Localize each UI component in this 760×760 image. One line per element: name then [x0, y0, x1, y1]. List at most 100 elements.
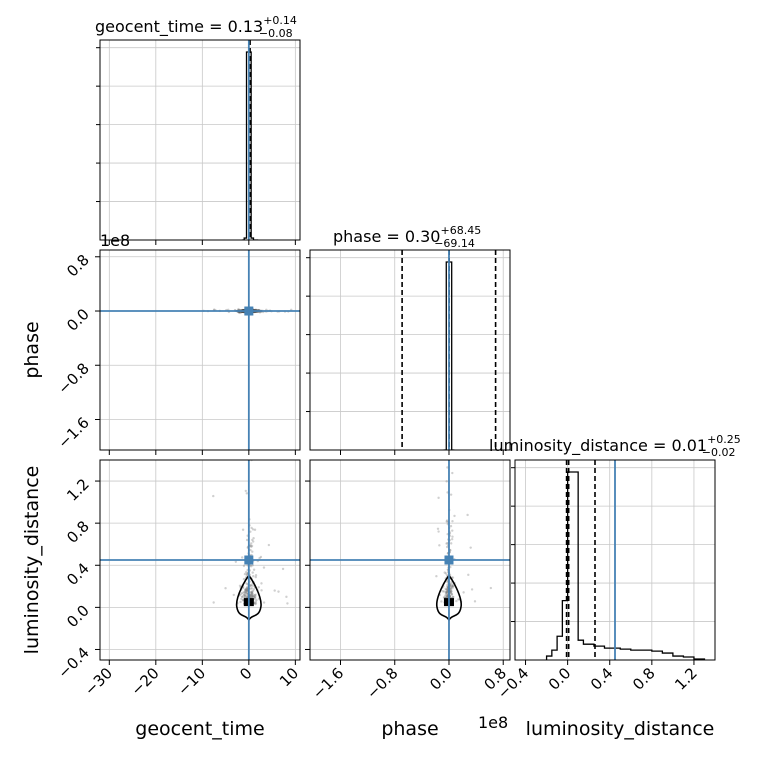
sample-point — [449, 542, 453, 545]
sample-point — [252, 588, 255, 591]
sample-point — [446, 583, 449, 587]
sample-point — [250, 595, 254, 599]
sample-point — [243, 593, 246, 596]
sample-point — [251, 538, 254, 542]
sample-point — [444, 590, 448, 593]
sample-point — [445, 580, 449, 583]
x-axis-label-luminosity-distance: luminosity_distance — [526, 718, 715, 740]
sample-point — [262, 566, 266, 569]
sample-point — [241, 595, 244, 598]
sample-point — [242, 577, 246, 581]
sample-point — [232, 593, 235, 597]
x-tick-label: 0.0 — [426, 664, 456, 694]
sample-point — [251, 594, 255, 598]
sample-point — [451, 584, 454, 588]
sample-point — [254, 595, 257, 598]
sample-point — [243, 594, 246, 598]
sample-point — [445, 595, 449, 599]
y-tick-label: 0.8 — [63, 251, 93, 281]
sample-point — [241, 599, 245, 602]
sample-point — [249, 584, 253, 587]
x-axis-label-phase: phase — [381, 718, 438, 740]
x-tick-label: −0.8 — [363, 664, 401, 702]
sample-point — [451, 535, 454, 538]
title-phase: phase = 0.30+68.45 −69.14 — [333, 224, 481, 250]
sample-point — [250, 590, 253, 593]
title-luminosity-distance: luminosity_distance = 0.01+0.25 −0.02 — [489, 433, 741, 459]
sample-point — [244, 587, 248, 590]
sample-point — [249, 593, 252, 597]
sample-point — [251, 592, 254, 595]
sample-point — [449, 586, 452, 590]
sample-point — [243, 593, 246, 596]
sample-point — [449, 587, 452, 591]
sample-point — [243, 591, 247, 594]
sample-point — [252, 574, 255, 578]
title-geocent-time: geocent_time = 0.13+0.14 −0.08 — [95, 14, 297, 40]
sample-point — [250, 526, 253, 530]
sample-point — [246, 595, 249, 599]
truth-marker — [244, 306, 254, 316]
sample-point — [259, 555, 263, 559]
sample-point — [224, 587, 227, 590]
sample-point — [252, 537, 255, 540]
x-tick-label: 1.2 — [671, 664, 701, 694]
panel-frame — [99, 249, 301, 451]
sample-point — [449, 588, 453, 591]
sample-point — [249, 587, 252, 590]
sample-point — [442, 596, 446, 599]
sample-point — [245, 592, 248, 595]
sample-point — [240, 592, 243, 596]
sample-point — [449, 582, 452, 586]
sample-point — [253, 596, 256, 599]
scatter-panel-geocent_time-phase — [100, 250, 300, 450]
sample-point — [451, 583, 454, 586]
sample-point — [244, 594, 248, 597]
sample-point — [249, 593, 252, 597]
histogram-step-luminosity_distance — [545, 471, 706, 660]
sample-point — [450, 537, 454, 541]
sample-point — [245, 492, 248, 495]
sample-point — [245, 574, 249, 577]
sample-point — [254, 593, 257, 596]
sample-point — [451, 519, 454, 523]
sample-point — [451, 595, 455, 599]
phase-x-offset-text: 1e8 — [478, 713, 508, 732]
y-tick-label: −0.4 — [54, 644, 92, 682]
sample-point — [245, 588, 248, 592]
sample-point — [242, 590, 246, 594]
sample-point — [445, 480, 448, 483]
y-tick-label: 0.8 — [63, 517, 93, 547]
sample-point — [445, 591, 448, 594]
sample-point — [450, 592, 453, 596]
sample-point — [445, 519, 449, 522]
sample-point — [281, 567, 285, 571]
panel-frame — [99, 39, 301, 241]
sample-point — [489, 586, 493, 590]
sample-point — [244, 590, 247, 593]
sample-point — [450, 589, 453, 593]
sample-point — [445, 592, 448, 595]
sample-point — [250, 542, 253, 545]
truth-marker — [244, 555, 254, 565]
sample-point — [245, 573, 249, 576]
sample-point — [445, 594, 448, 597]
sample-point — [437, 530, 440, 533]
x-tick-label: −30 — [81, 664, 116, 699]
sample-point — [253, 594, 257, 597]
sample-point — [250, 587, 253, 590]
sample-point — [250, 594, 254, 598]
sample-point — [255, 598, 258, 602]
x-tick-label: 0.0 — [545, 664, 575, 694]
y-tick-label: 0.0 — [63, 305, 93, 335]
sample-point — [252, 568, 256, 571]
sample-point — [466, 513, 469, 517]
sample-point — [244, 489, 248, 493]
x-tick-label: 0 — [236, 664, 255, 683]
sample-point — [446, 466, 449, 469]
sample-point — [245, 586, 249, 589]
sample-point — [251, 592, 254, 596]
sample-point — [473, 600, 477, 603]
sample-point — [251, 550, 254, 553]
sample-point — [250, 544, 254, 548]
